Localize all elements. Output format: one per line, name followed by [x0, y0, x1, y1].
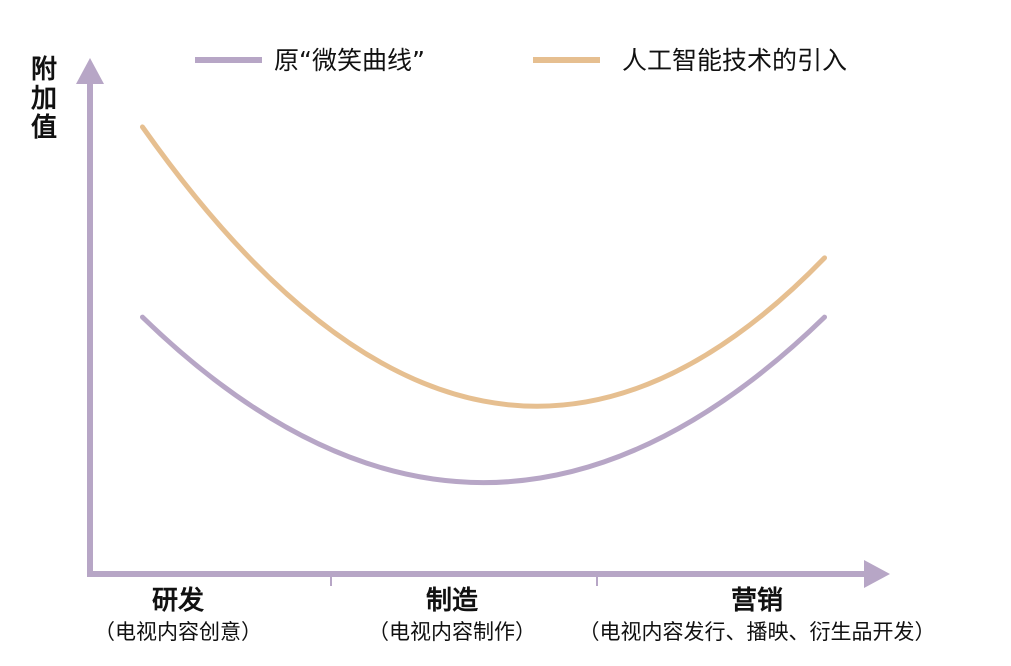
y-axis-label-char: 附	[31, 55, 57, 85]
series-lines	[139, 124, 828, 486]
series-line-1	[139, 124, 828, 409]
y-axis-label-char: 值	[31, 113, 57, 143]
category-label: 研发	[152, 585, 204, 616]
y-axis-label-char: 加	[31, 84, 57, 114]
legend-label-0: 原“微笑曲线”	[274, 46, 425, 75]
y-axis-arrowhead	[76, 58, 104, 84]
legend-label-1: 人工智能技术的引入	[622, 46, 847, 75]
category-sublabel: （电视内容创意）	[94, 620, 262, 644]
category-sublabel: （电视内容发行、播映、衍生品开发）	[579, 620, 936, 644]
category-label: 制造	[426, 586, 478, 616]
x-axis-arrowhead	[864, 560, 890, 588]
legend: 原“微笑曲线” 人工智能技术的引入	[195, 46, 847, 75]
axes	[76, 58, 890, 588]
x-axis-category-labels: 研发 （电视内容创意） 制造 （电视内容制作） 营销 （电视内容发行、播映、衍生品开发）	[94, 585, 936, 644]
series-line-0	[139, 314, 828, 486]
category-sublabel: （电视内容制作）	[368, 620, 536, 644]
y-axis-label: 附加值	[31, 55, 57, 143]
category-label: 营销	[731, 586, 783, 616]
